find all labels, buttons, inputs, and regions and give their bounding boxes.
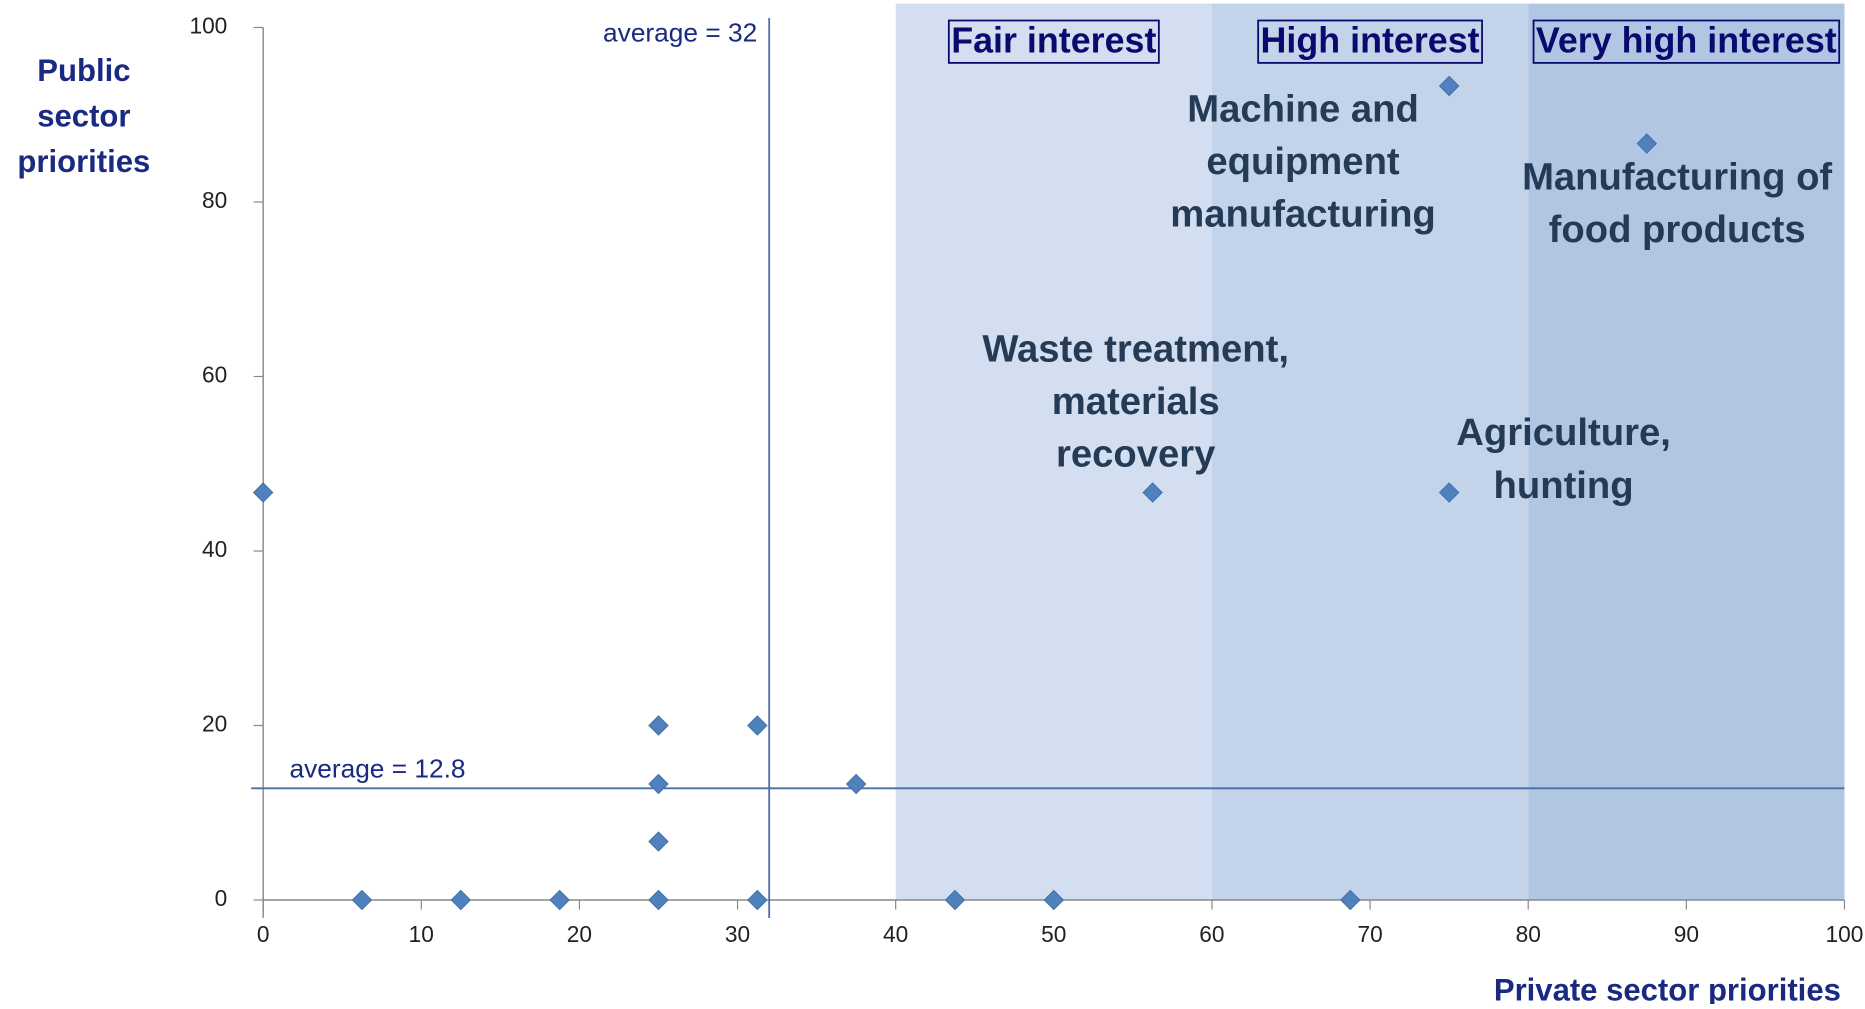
y-axis-title: priorities (17, 144, 150, 179)
region-label-box (1532, 19, 1841, 64)
data-point (351, 889, 373, 911)
annotation: Manufacturing of (1522, 155, 1832, 198)
annotation: equipment (1206, 140, 1400, 183)
data-point (747, 715, 768, 736)
annotation: hunting (1494, 464, 1634, 507)
annotation: Waste treatment, (982, 327, 1289, 370)
data-point (1438, 482, 1460, 503)
y-tick-label: 40 (202, 536, 227, 562)
data-point (1142, 482, 1163, 503)
x-tick-label: 60 (1199, 921, 1224, 947)
data-point (648, 715, 669, 736)
annotation: Agriculture, (1456, 411, 1671, 454)
y-tick-label: 100 (189, 12, 227, 38)
data-point (1636, 133, 1658, 154)
x-tick-label: 100 (1826, 921, 1864, 947)
data-point (845, 773, 867, 795)
annotation: materials (1052, 380, 1220, 423)
y-tick-label: 20 (202, 711, 227, 737)
data-point (252, 482, 274, 503)
data-point (648, 889, 669, 911)
data-point (1340, 889, 1361, 911)
x-tick-label: 20 (567, 921, 592, 947)
region-label: High interest (1261, 20, 1480, 60)
x-tick-label: 50 (1041, 921, 1066, 947)
data-point (450, 889, 472, 911)
annotation: recovery (1056, 433, 1216, 476)
y-axis-title: sector (37, 99, 130, 134)
interest-region (1211, 3, 1529, 901)
region-label-box (1257, 19, 1483, 64)
x-tick-label: 0 (257, 921, 270, 947)
x-average-label: average = 32 (603, 18, 757, 48)
annotation: food products (1549, 208, 1806, 251)
data-point (1043, 889, 1065, 911)
interest-region (895, 3, 1212, 901)
x-tick-label: 70 (1357, 921, 1382, 947)
interest-region (1528, 3, 1845, 901)
y-tick-label: 60 (202, 362, 227, 388)
data-point (549, 889, 570, 911)
x-tick-label: 80 (1516, 921, 1541, 947)
x-tick-label: 90 (1674, 921, 1699, 947)
annotation: manufacturing (1170, 192, 1436, 235)
data-point (1438, 75, 1460, 97)
x-axis-title: Private sector priorities (1494, 972, 1841, 1004)
y-tick-label: 0 (215, 885, 228, 911)
data-point (648, 773, 669, 795)
x-tick-label: 30 (725, 921, 750, 947)
y-average-label: average = 12.8 (289, 753, 465, 783)
region-label: Fair interest (951, 20, 1156, 60)
y-axis-title: Public (37, 53, 130, 88)
x-tick-label: 10 (409, 921, 434, 947)
data-point (747, 889, 768, 911)
data-point (648, 831, 669, 852)
region-label-box (947, 19, 1160, 64)
data-point (944, 889, 966, 911)
region-label: Very high interest (1536, 20, 1837, 60)
y-tick-label: 80 (202, 187, 227, 213)
x-tick-label: 40 (883, 921, 908, 947)
annotation: Machine and (1187, 87, 1419, 130)
